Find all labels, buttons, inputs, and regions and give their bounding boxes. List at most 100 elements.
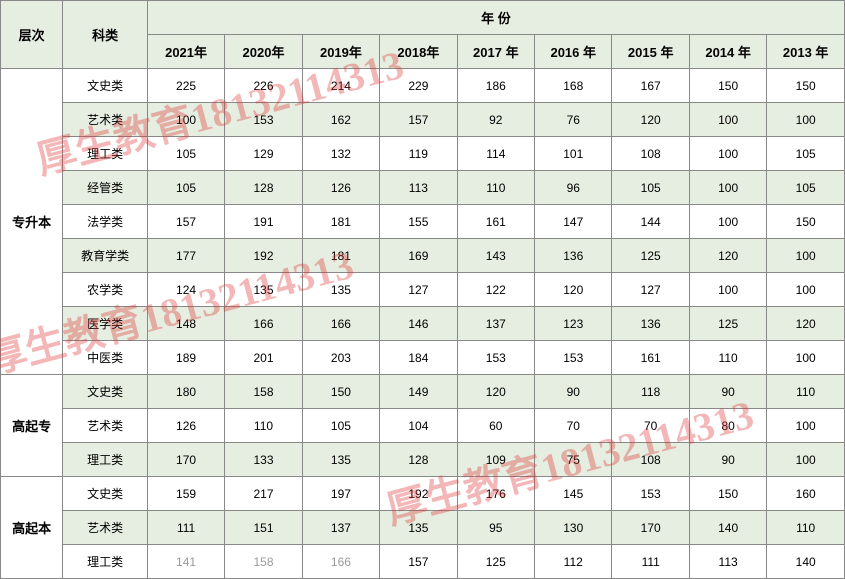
category-cell: 经管类 [63, 171, 147, 205]
table-row: 法学类157191181155161147144100150 [1, 205, 845, 239]
data-cell: 144 [612, 205, 689, 239]
data-cell: 90 [535, 375, 612, 409]
data-cell: 150 [689, 477, 766, 511]
category-cell: 理工类 [63, 137, 147, 171]
data-cell: 124 [147, 273, 224, 307]
data-cell: 161 [612, 341, 689, 375]
data-cell: 135 [380, 511, 457, 545]
data-cell: 166 [302, 307, 379, 341]
data-cell: 80 [689, 409, 766, 443]
data-cell: 104 [380, 409, 457, 443]
data-cell: 113 [380, 171, 457, 205]
category-cell: 文史类 [63, 477, 147, 511]
data-cell: 76 [535, 103, 612, 137]
data-cell: 217 [225, 477, 302, 511]
data-cell: 100 [689, 137, 766, 171]
table-row: 理工类1701331351281097510890100 [1, 443, 845, 477]
data-cell: 153 [612, 477, 689, 511]
data-cell: 158 [225, 375, 302, 409]
data-cell: 125 [457, 545, 534, 579]
data-cell: 108 [612, 443, 689, 477]
data-cell: 151 [225, 511, 302, 545]
data-cell: 158 [225, 545, 302, 579]
header-level: 层次 [1, 1, 63, 69]
level-cell: 专升本 [1, 69, 63, 375]
table-header: 层次 科类 年 份 2021年 2020年 2019年 2018年 2017 年… [1, 1, 845, 69]
data-cell: 135 [302, 273, 379, 307]
data-cell: 162 [302, 103, 379, 137]
level-cell: 高起专 [1, 375, 63, 477]
table-row: 理工类105129132119114101108100105 [1, 137, 845, 171]
data-cell: 181 [302, 239, 379, 273]
data-cell: 132 [302, 137, 379, 171]
data-cell: 168 [535, 69, 612, 103]
header-year: 2014 年 [689, 35, 766, 69]
data-cell: 140 [767, 545, 845, 579]
data-cell: 229 [380, 69, 457, 103]
data-cell: 109 [457, 443, 534, 477]
data-cell: 105 [767, 171, 845, 205]
header-year: 2015 年 [612, 35, 689, 69]
data-cell: 136 [535, 239, 612, 273]
data-cell: 120 [612, 103, 689, 137]
data-cell: 129 [225, 137, 302, 171]
data-cell: 155 [380, 205, 457, 239]
data-cell: 170 [147, 443, 224, 477]
data-cell: 100 [689, 205, 766, 239]
table-row: 农学类124135135127122120127100100 [1, 273, 845, 307]
data-cell: 226 [225, 69, 302, 103]
category-cell: 艺术类 [63, 103, 147, 137]
data-cell: 100 [767, 103, 845, 137]
data-cell: 160 [767, 477, 845, 511]
data-cell: 137 [457, 307, 534, 341]
data-cell: 108 [612, 137, 689, 171]
data-cell: 184 [380, 341, 457, 375]
data-cell: 105 [302, 409, 379, 443]
data-cell: 110 [767, 511, 845, 545]
data-cell: 90 [689, 443, 766, 477]
data-cell: 136 [612, 307, 689, 341]
data-cell: 120 [457, 375, 534, 409]
data-cell: 159 [147, 477, 224, 511]
category-cell: 理工类 [63, 443, 147, 477]
data-cell: 150 [689, 69, 766, 103]
data-cell: 110 [457, 171, 534, 205]
data-cell: 197 [302, 477, 379, 511]
data-cell: 153 [535, 341, 612, 375]
data-cell: 153 [225, 103, 302, 137]
category-cell: 教育学类 [63, 239, 147, 273]
data-cell: 112 [535, 545, 612, 579]
data-cell: 135 [302, 443, 379, 477]
data-cell: 100 [689, 171, 766, 205]
table-row: 艺术类1001531621579276120100100 [1, 103, 845, 137]
table-row: 专升本文史类225226214229186168167150150 [1, 69, 845, 103]
data-cell: 126 [147, 409, 224, 443]
data-cell: 137 [302, 511, 379, 545]
data-cell: 119 [380, 137, 457, 171]
data-cell: 125 [612, 239, 689, 273]
data-cell: 100 [689, 273, 766, 307]
category-cell: 理工类 [63, 545, 147, 579]
data-cell: 140 [689, 511, 766, 545]
data-cell: 111 [147, 511, 224, 545]
header-year: 2013 年 [767, 35, 845, 69]
data-cell: 146 [380, 307, 457, 341]
table-body: 专升本文史类225226214229186168167150150艺术类1001… [1, 69, 845, 579]
data-cell: 113 [689, 545, 766, 579]
data-cell: 189 [147, 341, 224, 375]
data-cell: 192 [225, 239, 302, 273]
category-cell: 法学类 [63, 205, 147, 239]
data-cell: 100 [767, 409, 845, 443]
table-row: 艺术类12611010510460707080100 [1, 409, 845, 443]
data-cell: 148 [147, 307, 224, 341]
data-cell: 101 [535, 137, 612, 171]
data-cell: 110 [767, 375, 845, 409]
data-cell: 176 [457, 477, 534, 511]
data-cell: 70 [612, 409, 689, 443]
data-cell: 100 [689, 103, 766, 137]
category-cell: 艺术类 [63, 409, 147, 443]
data-cell: 150 [767, 205, 845, 239]
data-cell: 110 [225, 409, 302, 443]
header-category: 科类 [63, 1, 147, 69]
data-cell: 169 [380, 239, 457, 273]
